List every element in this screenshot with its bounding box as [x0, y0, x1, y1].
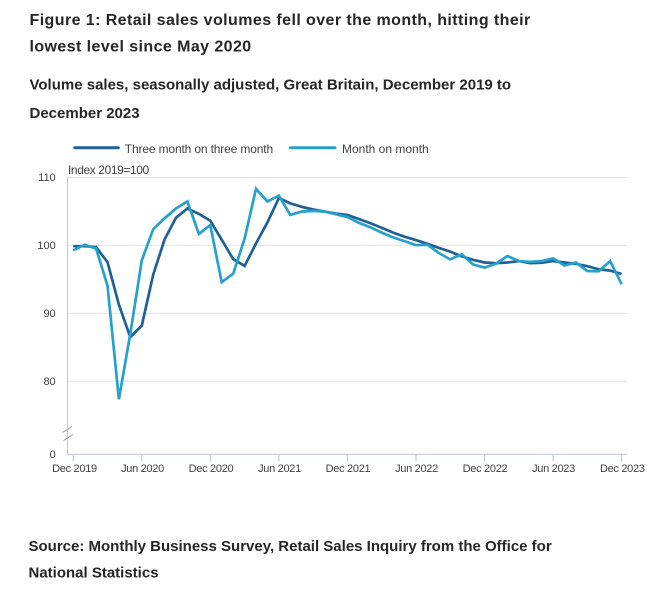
- svg-text:Dec 2021: Dec 2021: [326, 463, 371, 475]
- svg-text:90: 90: [43, 308, 55, 320]
- svg-text:Dec 2022: Dec 2022: [463, 463, 508, 475]
- svg-text:Three month on three month: Three month on three month: [125, 142, 273, 156]
- svg-text:Jun 2020: Jun 2020: [121, 463, 164, 475]
- svg-text:80: 80: [43, 376, 55, 388]
- svg-text:Dec 2023: Dec 2023: [600, 463, 645, 475]
- svg-text:100: 100: [37, 240, 55, 252]
- svg-text:Jun 2021: Jun 2021: [258, 463, 301, 475]
- svg-text:Jun 2022: Jun 2022: [395, 463, 438, 475]
- svg-text:National Statistics: National Statistics: [29, 565, 159, 582]
- svg-text:Dec 2019: Dec 2019: [52, 463, 97, 475]
- svg-text:December 2023: December 2023: [30, 105, 140, 122]
- svg-text:lowest level since May 2020: lowest level since May 2020: [30, 39, 252, 56]
- svg-text:Figure 1: Retail sales volumes: Figure 1: Retail sales volumes fell over…: [30, 12, 531, 29]
- svg-text:Dec 2020: Dec 2020: [189, 463, 234, 475]
- svg-text:Month on month: Month on month: [342, 142, 429, 156]
- svg-text:110: 110: [38, 172, 56, 184]
- svg-text:Volume sales, seasonally adjus: Volume sales, seasonally adjusted, Great…: [30, 77, 512, 94]
- svg-text:Jun 2023: Jun 2023: [532, 463, 575, 475]
- svg-text:Index 2019=100: Index 2019=100: [68, 163, 150, 177]
- svg-text:Source: Monthly Business Surve: Source: Monthly Business Survey, Retail …: [29, 538, 552, 555]
- svg-text:0: 0: [50, 449, 56, 461]
